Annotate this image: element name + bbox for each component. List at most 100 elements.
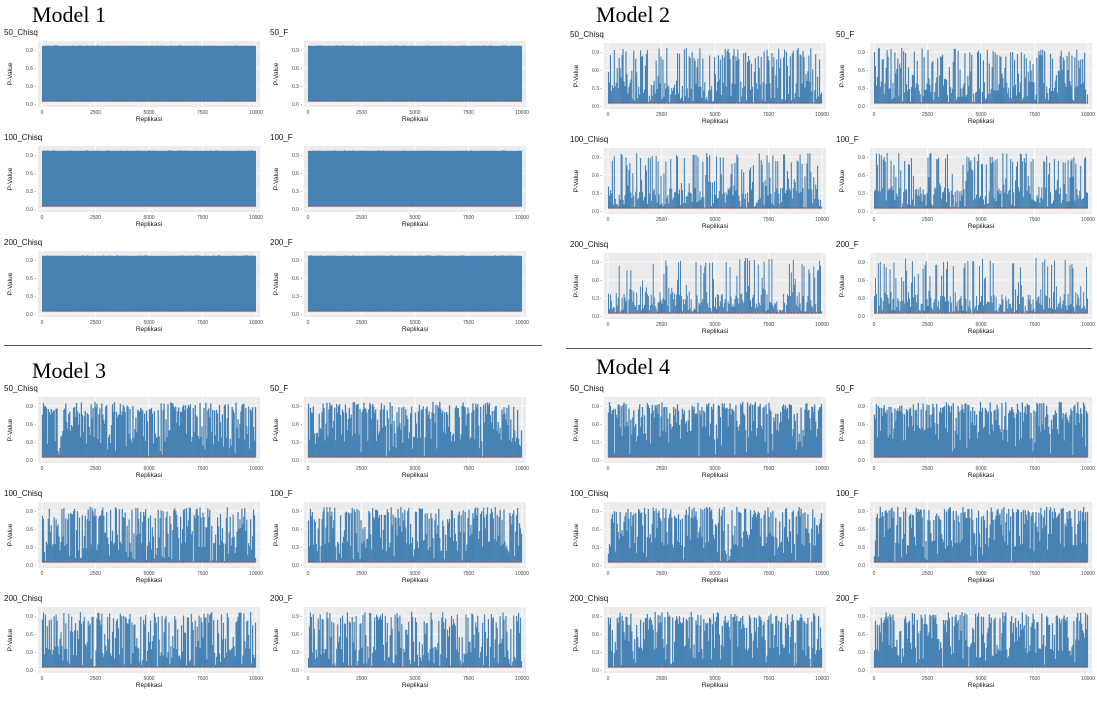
x-tick-label: 0 xyxy=(607,466,610,472)
x-tick-label: 5000 xyxy=(709,322,720,328)
p-value-bars xyxy=(307,255,523,312)
x-tick-label: 7500 xyxy=(463,320,474,326)
panel-plot: 0.0 - 0.3 - 0.6 - 0.9 - 0 2500 5000 7500 10000 Re… xyxy=(273,607,529,689)
panel-plot: 0.0 - 0.3 - 0.6 - 0.9 - 0 2500 5000 7500 10000 Re… xyxy=(273,502,529,584)
x-tick-label: 0 xyxy=(607,322,610,328)
y-tick-label: 0.3 - xyxy=(858,191,868,197)
chart-panel: 50_F 0.0 - 0.3 - 0.6 - 0.9 - 0 2500 5000 7500 100… xyxy=(836,384,1097,484)
panel-plot: 0.0 - 0.3 - 0.6 - 0.9 - 0 2500 5000 7500 10000 Re… xyxy=(7,502,263,584)
y-tick-label: 0.6 - xyxy=(292,422,302,428)
p-value-bars xyxy=(307,506,523,563)
chart-panel: 100_Chisq 0.0 -0.3 -0.6 -0.9 -0 2500 5000 75… xyxy=(570,489,832,589)
x-tick-label: 10000 xyxy=(1081,112,1095,118)
x-tick-label: 2500 xyxy=(90,571,101,577)
x-tick-label: 2500 xyxy=(356,215,367,221)
panel-title: 200_Chisq xyxy=(570,240,609,249)
panel-title: 50_Chisq xyxy=(4,28,38,37)
chart-panel: 100_Chisq 0.0 -0.3 -0.6 -0.9 -0 2500 5000 75… xyxy=(4,133,266,233)
x-axis-label: Replikasi xyxy=(702,118,728,125)
x-tick-label: 0 xyxy=(41,571,44,577)
panel-plot: 0.0 - 0.3 - 0.6 - 0.9 - 0 2500 5000 7500 10000 Re… xyxy=(7,146,263,228)
x-tick-label: 10000 xyxy=(515,320,529,326)
y-tick-label: 0.9 - xyxy=(858,404,868,410)
x-axis-label: Replikasi xyxy=(402,472,428,479)
p-value-bars xyxy=(607,47,823,104)
x-tick-label: 10000 xyxy=(515,676,529,682)
model-title: Model 2 xyxy=(596,2,670,27)
y-tick-label: 0.3 - xyxy=(26,84,36,90)
x-tick-label: 10000 xyxy=(515,466,529,472)
y-axis-label: P-Value xyxy=(273,272,280,295)
y-tick-label: 0.3 - xyxy=(592,86,602,92)
panel-title: 50_Chisq xyxy=(570,30,604,39)
x-axis-label: Replikasi xyxy=(136,326,162,333)
panel-plot: 0.0 - 0.3 - 0.6 - 0.9 - 0 2500 5000 7500 10000 Re… xyxy=(573,253,829,335)
x-tick-label: 10000 xyxy=(249,466,263,472)
y-axis-label: P-Value xyxy=(573,418,580,441)
x-tick-label: 10000 xyxy=(1081,466,1095,472)
x-tick-label: 10000 xyxy=(249,320,263,326)
panel-title: 200_Chisq xyxy=(4,238,43,247)
y-tick-label: 0.9 - xyxy=(292,509,302,515)
panel-title: 200_F xyxy=(270,594,293,603)
panel-plot: 0.0 - 0.3 - 0.6 - 0.9 - 0 2500 5000 7500 10000 Re… xyxy=(273,146,529,228)
panel-title: 100_Chisq xyxy=(4,133,43,142)
panel-plot: 0.0 - 0.3 - 0.6 - 0.9 - 0 2500 5000 7500 10000 Re… xyxy=(839,253,1095,335)
y-tick-label: 0.3 - xyxy=(592,440,602,446)
y-tick-label: 0.9 - xyxy=(292,404,302,410)
panel-title: 200_F xyxy=(270,238,293,247)
x-tick-label: 7500 xyxy=(1029,112,1040,118)
y-axis-label: P-Value xyxy=(273,167,280,190)
chart-panel: 50_F 0.0 - 0.3 - 0.6 - 0.9 - 0 2500 5000 7500 100… xyxy=(836,30,1097,130)
x-axis-label: Replikasi xyxy=(402,116,428,123)
x-axis-label: Replikasi xyxy=(968,328,994,335)
y-tick-label: 0.3 - xyxy=(858,296,868,302)
y-tick-label: 0.3 - xyxy=(292,294,302,300)
y-axis-label: P-Value xyxy=(273,628,280,651)
y-tick-label: 0.9 - xyxy=(592,155,602,161)
x-tick-label: 7500 xyxy=(463,676,474,682)
p-value-bars xyxy=(873,257,1089,314)
y-tick-label: 0.0 - xyxy=(292,458,302,464)
y-tick-label: 0.3 - xyxy=(292,440,302,446)
panel-title: 100_Chisq xyxy=(570,489,609,498)
y-tick-label: 0.6 - xyxy=(26,276,36,282)
y-tick-label: 0.9 - xyxy=(592,404,602,410)
panel-plot: 0.0 - 0.3 - 0.6 - 0.9 - 0 2500 5000 7500 10000 Re… xyxy=(839,148,1095,230)
panel-title: 100_Chisq xyxy=(570,135,609,144)
y-tick-label: 0.9 - xyxy=(292,48,302,54)
x-tick-label: 7500 xyxy=(197,676,208,682)
x-tick-label: 5000 xyxy=(975,322,986,328)
panel-title: 100_F xyxy=(836,135,859,144)
p-value-bars xyxy=(41,402,257,458)
model-title: Model 4 xyxy=(596,354,670,379)
x-axis-label: Replikasi xyxy=(136,116,162,123)
x-tick-label: 2500 xyxy=(922,322,933,328)
p-value-bars xyxy=(307,150,523,207)
x-tick-label: 0 xyxy=(41,466,44,472)
y-tick-label: 0.6 - xyxy=(292,66,302,72)
y-axis-label: P-Value xyxy=(7,62,14,85)
panel-title: 50_F xyxy=(836,384,855,393)
y-tick-label: 0.0 - xyxy=(858,104,868,110)
x-tick-label: 7500 xyxy=(463,571,474,577)
y-tick-label: 0.3 - xyxy=(26,294,36,300)
y-tick-label: 0.0 - xyxy=(858,209,868,215)
y-axis-label: P-Value xyxy=(7,523,14,546)
y-axis-label: P-Value xyxy=(7,628,14,651)
x-tick-label: 5000 xyxy=(409,110,420,116)
x-tick-label: 5000 xyxy=(975,466,986,472)
x-tick-label: 7500 xyxy=(763,322,774,328)
y-axis-label: P-Value xyxy=(839,274,846,297)
y-tick-label: 0.6 - xyxy=(858,278,868,284)
x-tick-label: 2500 xyxy=(356,676,367,682)
x-tick-label: 7500 xyxy=(1029,217,1040,223)
chart-panel: 50_F 0.0 - 0.3 - 0.6 - 0.9 - 0 2500 5000 7500 100… xyxy=(270,28,532,128)
x-tick-label: 2500 xyxy=(356,320,367,326)
x-tick-label: 10000 xyxy=(815,322,829,328)
x-tick-label: 7500 xyxy=(763,112,774,118)
x-tick-label: 0 xyxy=(307,676,310,682)
x-tick-label: 5000 xyxy=(143,110,154,116)
x-tick-label: 2500 xyxy=(90,676,101,682)
chart-panel: 200_F 0.0 - 0.3 - 0.6 - 0.9 - 0 2500 5000 7500 10… xyxy=(270,238,532,338)
